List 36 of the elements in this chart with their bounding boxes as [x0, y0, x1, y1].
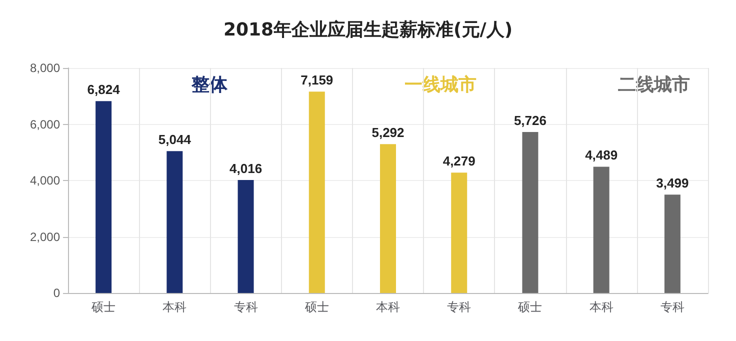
- y-tick-label: 2,000: [30, 230, 60, 244]
- bar: [166, 151, 183, 293]
- bar: [593, 166, 610, 293]
- bar: [96, 101, 112, 293]
- data-label: 5,292: [372, 125, 404, 140]
- annotation: 整体: [190, 74, 228, 96]
- y-tick-label: 8,000: [30, 61, 60, 75]
- data-label: 4,279: [442, 154, 476, 169]
- y-tick-label: 4,000: [30, 174, 60, 188]
- data-label: 7,159: [300, 72, 334, 88]
- x-tick-label: 硕士: [90, 300, 116, 314]
- bar: [664, 194, 680, 293]
- bar: [308, 92, 325, 293]
- data-label: 5,726: [514, 112, 546, 128]
- annotation: 二线城市: [618, 74, 690, 96]
- x-tick-label: 专科: [660, 300, 684, 314]
- bar: [451, 172, 468, 293]
- x-tick-label: 专科: [234, 300, 258, 314]
- x-tick-label: 本科: [589, 300, 614, 314]
- bar: [380, 144, 396, 293]
- x-tick-label: 本科: [162, 300, 187, 314]
- data-label: 3,499: [656, 176, 689, 191]
- y-tick-label: 6,000: [30, 117, 60, 132]
- data-label: 5,044: [158, 132, 192, 148]
- chart-title: 2018年企业应届生起薪标准(元/人): [223, 20, 513, 40]
- y-tick-label: 0: [53, 286, 60, 300]
- x-tick-label: 硕士: [517, 300, 542, 314]
- x-tick-label: 本科: [376, 300, 400, 314]
- x-tick-label: 硕士: [304, 300, 329, 314]
- bar: [522, 132, 538, 293]
- bar: [238, 180, 254, 293]
- data-label: 6,824: [87, 82, 121, 98]
- x-tick-label: 专科: [447, 300, 472, 314]
- data-label: 4,016: [230, 161, 262, 176]
- annotation: 一线城市: [404, 74, 477, 96]
- data-label: 4,489: [585, 148, 618, 163]
